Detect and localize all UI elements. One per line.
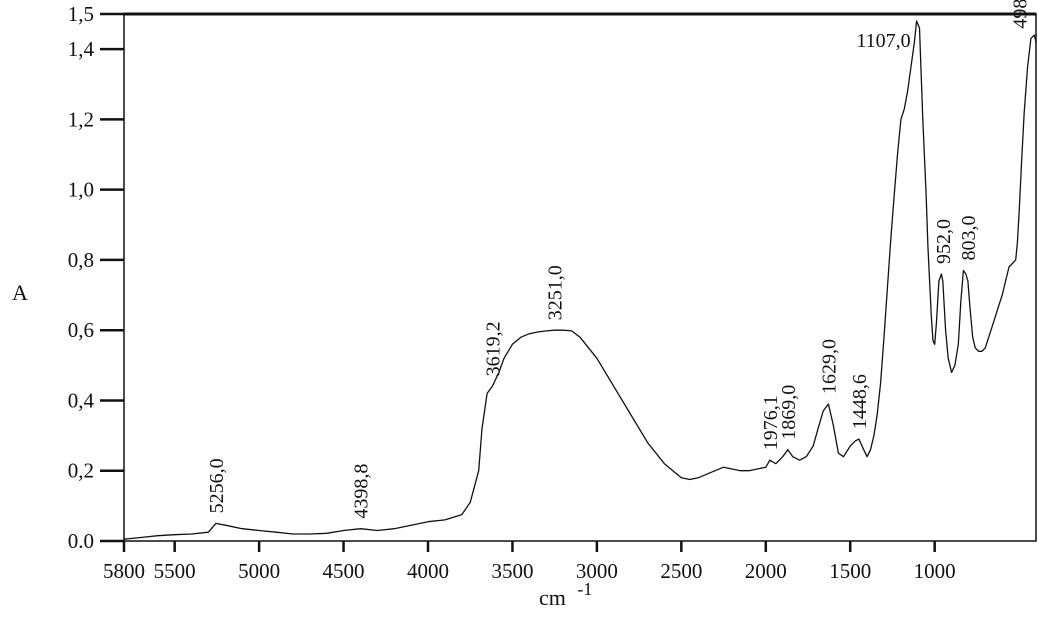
spectrum-line bbox=[123, 20, 1037, 540]
x-axis-title: cm -1 bbox=[539, 579, 592, 610]
x-tick-label: 2000 bbox=[745, 559, 787, 583]
x-axis-title-exponent: -1 bbox=[577, 579, 592, 599]
y-tick-label: 0.0 bbox=[68, 529, 94, 553]
x-tick-label: 5800 bbox=[103, 559, 145, 583]
y-tick-label: 0,8 bbox=[68, 248, 94, 272]
x-tick-label: 1500 bbox=[829, 559, 871, 583]
peak-label: 1448,6 bbox=[849, 374, 871, 429]
x-tick-label: 4000 bbox=[407, 559, 449, 583]
peak-label: 952,0 bbox=[933, 219, 955, 264]
y-tick-label: 1,5 bbox=[68, 2, 94, 26]
x-tick-label: 1000 bbox=[914, 559, 956, 583]
peak-label: 1107,0 bbox=[856, 30, 910, 52]
y-tick-label: 1,0 bbox=[68, 178, 94, 202]
y-tick-label: 0,2 bbox=[68, 459, 94, 483]
x-tick-label: 2500 bbox=[660, 559, 702, 583]
peak-label: 1869,0 bbox=[778, 385, 800, 440]
x-tick-label: 5500 bbox=[154, 559, 196, 583]
peak-label: 3619,2 bbox=[482, 321, 504, 376]
y-axis-title: A bbox=[12, 280, 28, 305]
peak-label: 803,0 bbox=[958, 215, 980, 260]
y-axis: 0.0 0,2 0,4 0,6 0,8 1,0 1,2 1,4 1,5 bbox=[68, 2, 124, 553]
y-tick-label: 1,4 bbox=[68, 37, 95, 61]
x-tick-label: 5000 bbox=[238, 559, 280, 583]
x-axis-title-unit: cm bbox=[539, 585, 566, 610]
peak-label: 1976,1 bbox=[760, 395, 782, 450]
plot-frame bbox=[123, 13, 1037, 542]
x-tick-label: 3500 bbox=[491, 559, 533, 583]
y-tick-label: 1,2 bbox=[68, 107, 94, 131]
y-tick-label: 0,4 bbox=[68, 388, 95, 412]
peak-label: 4398,8 bbox=[351, 464, 373, 519]
y-tick-label: 0,6 bbox=[68, 318, 94, 342]
x-tick-label: 3000 bbox=[576, 559, 618, 583]
x-axis: 5800 5500 5000 4500 4000 3500 3000 2500 2000 1500… bbox=[103, 541, 956, 583]
peak-label: 498,0 bbox=[1009, 0, 1031, 29]
peak-label: 3251,0 bbox=[545, 265, 567, 320]
peak-label: 1629,0 bbox=[818, 339, 840, 394]
peak-label: 5256,0 bbox=[206, 458, 228, 513]
x-tick-label: 4500 bbox=[323, 559, 365, 583]
